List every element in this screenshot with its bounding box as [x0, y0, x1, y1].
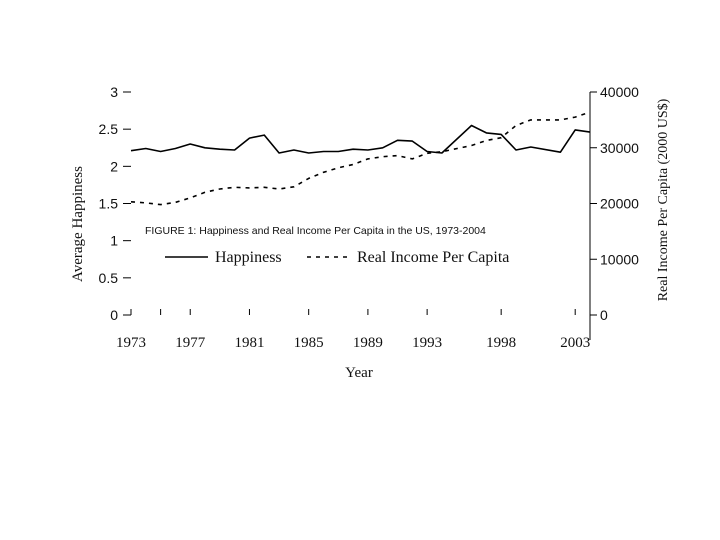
left-y-tick-label: 2 — [110, 158, 118, 174]
figure-caption: FIGURE 1: Happiness and Real Income Per … — [145, 225, 486, 237]
left-y-tick-label: 0 — [110, 307, 118, 323]
x-tick-label: 1989 — [353, 335, 383, 351]
right-y-tick-label: 0 — [600, 307, 608, 323]
x-tick-label: 2003 — [560, 335, 590, 351]
right-y-tick-label: 20000 — [600, 196, 639, 212]
x-tick-label: 1985 — [294, 335, 324, 351]
x-axis-label: Year — [345, 365, 373, 381]
x-axis-ticks: 1973 1977 1981 1985 1989 1993 1998 2003 — [116, 309, 590, 351]
right-y-tick-label: 30000 — [600, 140, 639, 156]
x-tick-label: 1998 — [486, 335, 516, 351]
series-lines — [130, 111, 591, 206]
left-y-tick-label: 1 — [110, 233, 118, 249]
left-y-tick-label: 3 — [110, 84, 118, 100]
left-y-tick-label: 2.5 — [99, 121, 119, 137]
right-y-tick-label: 10000 — [600, 251, 639, 267]
x-tick-label: 1981 — [234, 335, 264, 351]
left-y-axis-ticks: 0 0.5 1 1.5 2 2.5 3 — [99, 84, 131, 323]
income-series-line — [130, 111, 591, 206]
legend: Happiness Real Income Per Capita — [165, 249, 509, 266]
left-y-tick-label: 1.5 — [99, 196, 119, 212]
left-y-tick-label: 0.5 — [99, 270, 119, 286]
x-tick-label: 1993 — [412, 335, 442, 351]
x-tick-label: 1977 — [175, 335, 206, 351]
x-tick-label: 1973 — [116, 335, 146, 351]
right-y-axis-label: Real Income Per Capita (2000 US$) — [656, 98, 671, 301]
legend-label-income: Real Income Per Capita — [357, 249, 509, 266]
left-y-axis-label: Average Happiness — [70, 166, 86, 282]
happiness-series-line — [130, 124, 591, 154]
right-y-axis-ticks: 0 10000 20000 30000 40000 — [589, 84, 639, 340]
right-y-tick-label: 40000 — [600, 84, 639, 100]
legend-label-happiness: Happiness — [215, 249, 282, 266]
